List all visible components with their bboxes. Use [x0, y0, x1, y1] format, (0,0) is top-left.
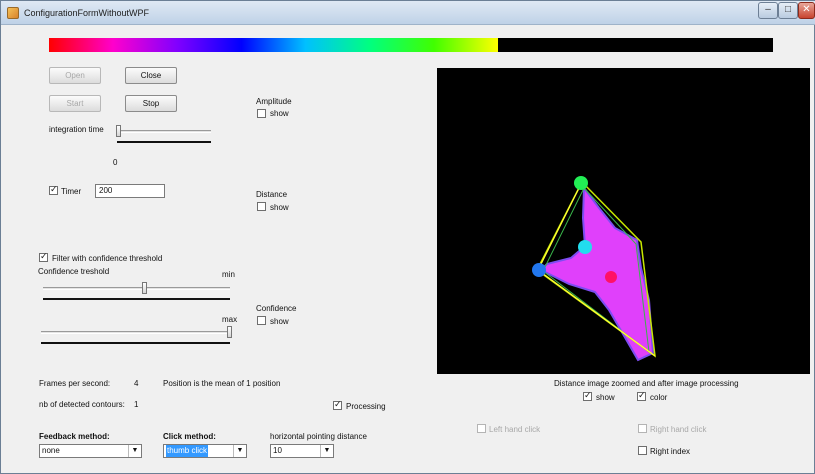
confidence-filter-checkbox[interactable]: [39, 251, 48, 262]
timer-checkbox[interactable]: [49, 184, 58, 195]
click-method-select[interactable]: thumb click ▼: [163, 444, 247, 458]
processing-checkbox[interactable]: [333, 399, 342, 410]
left-hand-click-label: Left hand click: [489, 425, 541, 434]
feedback-method-value: none: [42, 446, 60, 455]
confidence-max-label: max: [222, 315, 238, 324]
color-scale-fill: [49, 38, 498, 52]
confidence-min-label: min: [222, 270, 235, 279]
distance-label: Distance: [256, 190, 288, 199]
pointing-distance-label: horizontal pointing distance: [270, 432, 367, 441]
start-button[interactable]: Start: [49, 95, 101, 112]
amplitude-label: Amplitude: [256, 97, 292, 106]
confidence-max-slider-base: [41, 342, 230, 344]
left-hand-click-checkbox[interactable]: [477, 424, 486, 433]
pointing-distance-value: 10: [273, 446, 282, 455]
feedback-method-select[interactable]: none ▼: [39, 444, 142, 458]
chevron-down-icon: ▼: [128, 445, 141, 457]
integration-time-slider-thumb[interactable]: [116, 125, 121, 137]
integration-time-value: 0: [113, 158, 118, 167]
chevron-down-icon: ▼: [233, 445, 246, 457]
confidence-max-slider-thumb[interactable]: [227, 326, 232, 338]
window-title: ConfigurationFormWithoutWPF: [24, 8, 150, 18]
hull-edge-b: [537, 269, 656, 357]
feedback-method-label: Feedback method:: [39, 432, 110, 441]
stop-button[interactable]: Stop: [125, 95, 177, 112]
title-bar: ConfigurationFormWithoutWPF – □ ✕: [1, 1, 815, 25]
confidence-show-label: show: [270, 317, 289, 326]
confidence-min-slider-track[interactable]: [43, 287, 230, 290]
integration-time-label: integration time: [49, 125, 104, 134]
hand-blob: [539, 185, 655, 362]
open-button[interactable]: Open: [49, 67, 101, 84]
integration-time-slider-track[interactable]: [117, 130, 211, 133]
fps-label: Frames per second:: [39, 379, 111, 388]
right-index-label: Right index: [650, 447, 691, 456]
display-color-checkbox[interactable]: [637, 390, 646, 401]
right-hand-click-checkbox[interactable]: [638, 424, 647, 433]
contours-value: 1: [134, 400, 139, 409]
timer-input[interactable]: 200: [95, 184, 165, 198]
color-scale-bar: [49, 38, 773, 52]
processing-label: Processing: [346, 402, 386, 411]
chevron-down-icon: ▼: [320, 445, 333, 457]
click-method-label: Click method:: [163, 432, 216, 441]
distance-show-checkbox[interactable]: [257, 202, 266, 211]
distance-show-label: show: [270, 203, 289, 212]
timer-label: Timer: [61, 187, 82, 196]
display-show-label: show: [596, 393, 615, 402]
amplitude-show-checkbox[interactable]: [257, 109, 266, 118]
confidence-min-slider-thumb[interactable]: [142, 282, 147, 294]
minimize-button[interactable]: –: [758, 2, 778, 19]
confidence-threshold-label: Confidence treshold: [38, 267, 110, 276]
confidence-show-checkbox[interactable]: [257, 316, 266, 325]
pointing-distance-select[interactable]: 10 ▼: [270, 444, 334, 458]
right-index-checkbox[interactable]: [638, 446, 647, 455]
hull-edge-a: [537, 181, 583, 271]
fingertip-top-point: [574, 176, 588, 190]
right-hand-click-label: Right hand click: [650, 425, 707, 434]
palm-center-point: [605, 271, 617, 283]
click-method-value: thumb click: [166, 445, 209, 457]
confidence-filter-label: Filter with confidence threshold: [52, 254, 163, 263]
hand-image: [532, 176, 656, 362]
distance-image-display: [437, 68, 810, 374]
position-mean-text: Position is the mean of 1 position: [163, 379, 281, 388]
integration-time-slider-base: [117, 141, 211, 143]
maximize-button[interactable]: □: [778, 2, 798, 19]
contours-label: nb of detected contours:: [39, 400, 125, 409]
left-point: [532, 263, 546, 277]
close-window-button[interactable]: ✕: [798, 2, 815, 19]
confidence-label: Confidence: [256, 304, 297, 313]
fps-value: 4: [134, 379, 139, 388]
app-icon: [7, 7, 19, 19]
confidence-min-slider-base: [43, 298, 230, 300]
display-caption: Distance image zoomed and after image pr…: [554, 379, 739, 388]
amplitude-show-label: show: [270, 109, 289, 118]
thumb-point: [578, 240, 592, 254]
display-color-label: color: [650, 393, 668, 402]
confidence-max-slider-track[interactable]: [41, 331, 230, 334]
display-show-checkbox[interactable]: [583, 390, 592, 401]
close-button[interactable]: Close: [125, 67, 177, 84]
